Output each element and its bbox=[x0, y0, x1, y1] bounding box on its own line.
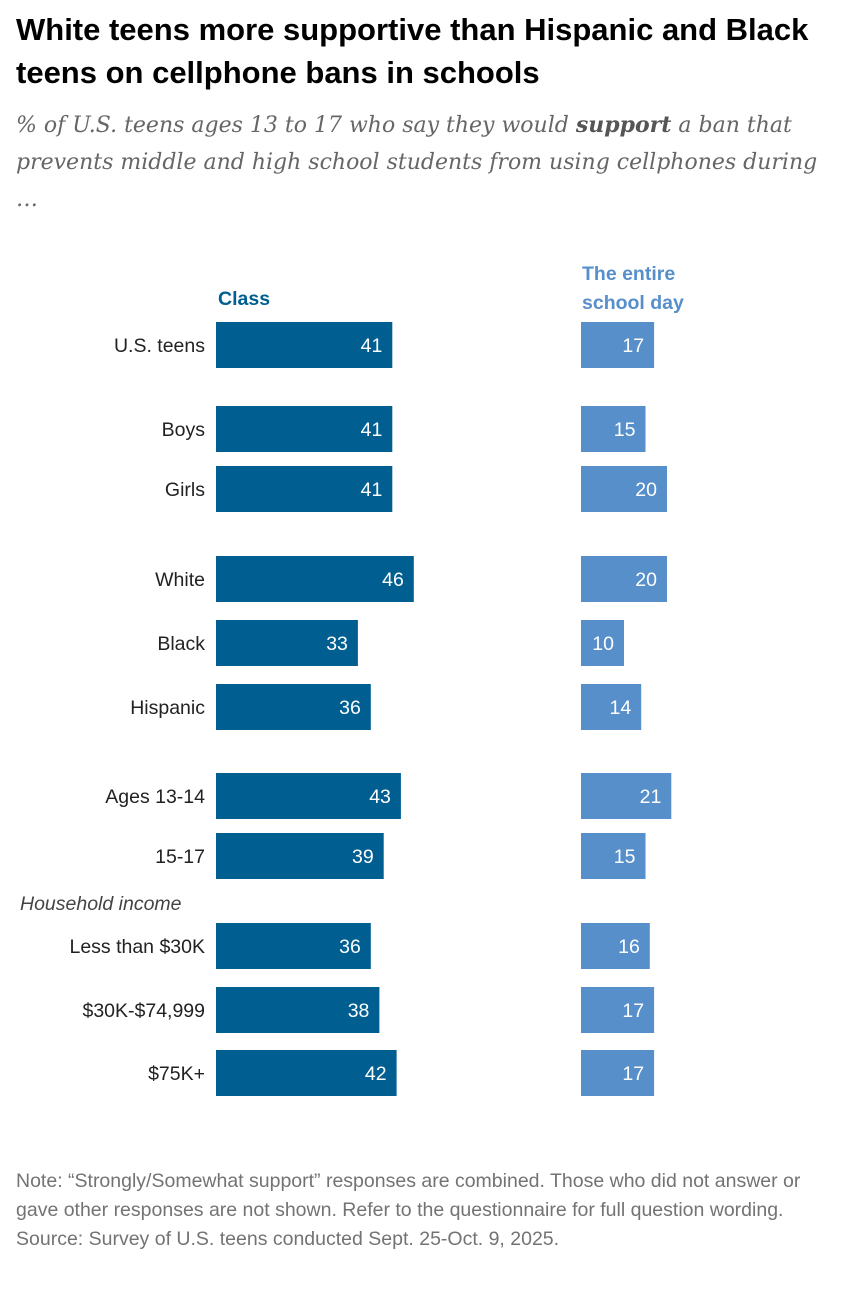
bar-entire-school-day bbox=[581, 406, 646, 452]
value-label-entire-school-day: 17 bbox=[622, 1000, 644, 1022]
value-label-class: 41 bbox=[361, 335, 383, 357]
subtitle-emphasis: support bbox=[575, 112, 672, 138]
value-label-entire-school-day: 15 bbox=[614, 419, 636, 441]
bar-class bbox=[216, 466, 393, 512]
value-label-class: 39 bbox=[352, 846, 374, 868]
value-label-class: 41 bbox=[361, 419, 383, 441]
value-label-class: 43 bbox=[369, 786, 391, 808]
bar-class bbox=[216, 1050, 397, 1096]
subtitle-text-after: a ban that prevents middle and high scho… bbox=[16, 113, 818, 212]
value-label-entire-school-day: 14 bbox=[609, 697, 631, 719]
bar-class bbox=[216, 833, 384, 879]
value-label-entire-school-day: 20 bbox=[635, 479, 657, 501]
chart-subtitle: % of U.S. teens ages 13 to 17 who say th… bbox=[16, 107, 836, 218]
category-label: Less than $30K bbox=[69, 936, 205, 958]
value-label-entire-school-day: 10 bbox=[592, 633, 614, 655]
bar-entire-school-day bbox=[581, 923, 650, 969]
bar-entire-school-day bbox=[581, 466, 667, 512]
category-label: Ages 13-14 bbox=[105, 786, 205, 808]
bar-chart: Class The entire school day Household incom… bbox=[20, 263, 684, 1096]
value-label-class: 36 bbox=[339, 936, 361, 958]
value-label-class: 41 bbox=[361, 479, 383, 501]
value-label-class: 42 bbox=[365, 1063, 387, 1085]
category-label: $75K+ bbox=[148, 1063, 205, 1085]
value-label-entire-school-day: 16 bbox=[618, 936, 640, 958]
note-text: Note: “Strongly/Somewhat support” respon… bbox=[16, 1170, 801, 1221]
value-label-entire-school-day: 20 bbox=[635, 569, 657, 591]
value-label-class: 33 bbox=[326, 633, 348, 655]
chart-notes: Note: “Strongly/Somewhat support” respon… bbox=[16, 1167, 841, 1254]
category-label: U.S. teens bbox=[114, 335, 205, 357]
category-label: 15-17 bbox=[155, 846, 205, 868]
bar-entire-school-day bbox=[581, 322, 655, 368]
bar-entire-school-day bbox=[581, 1050, 655, 1096]
value-label-class: 46 bbox=[382, 569, 404, 591]
bar-entire-school-day bbox=[581, 773, 672, 819]
category-label: White bbox=[155, 569, 205, 591]
value-label-class: 38 bbox=[348, 1000, 370, 1022]
legend-class: Class bbox=[218, 288, 270, 310]
category-label: Hispanic bbox=[130, 697, 205, 719]
bar-entire-school-day bbox=[581, 620, 624, 666]
legend-entire-school-day: The entire school day bbox=[582, 263, 684, 314]
value-label-entire-school-day: 17 bbox=[622, 1063, 644, 1085]
bar-class bbox=[216, 322, 393, 368]
bar-class bbox=[216, 923, 371, 969]
bar-class bbox=[216, 556, 414, 602]
value-label-class: 36 bbox=[339, 697, 361, 719]
subtitle-text-before: % of U.S. teens ages 13 to 17 who say th… bbox=[16, 113, 576, 138]
bar-class bbox=[216, 620, 358, 666]
bar-class bbox=[216, 773, 401, 819]
bar-entire-school-day bbox=[581, 833, 646, 879]
bar-entire-school-day bbox=[581, 684, 642, 730]
source-text: Source: Survey of U.S. teens conducted S… bbox=[16, 1228, 560, 1250]
group-label-household-income: Household income bbox=[20, 893, 182, 915]
bar-class bbox=[216, 684, 371, 730]
category-label: Boys bbox=[162, 419, 206, 441]
value-label-entire-school-day: 21 bbox=[640, 786, 662, 808]
value-label-entire-school-day: 17 bbox=[622, 335, 644, 357]
bar-class bbox=[216, 987, 380, 1033]
category-label: $30K-$74,999 bbox=[82, 1000, 205, 1022]
bar-entire-school-day bbox=[581, 987, 655, 1033]
chart-title: White teens more supportive than Hispani… bbox=[16, 12, 809, 90]
value-label-entire-school-day: 15 bbox=[614, 846, 636, 868]
bar-class bbox=[216, 406, 393, 452]
category-label: Girls bbox=[165, 479, 205, 501]
category-label: Black bbox=[157, 633, 205, 655]
bar-entire-school-day bbox=[581, 556, 667, 602]
